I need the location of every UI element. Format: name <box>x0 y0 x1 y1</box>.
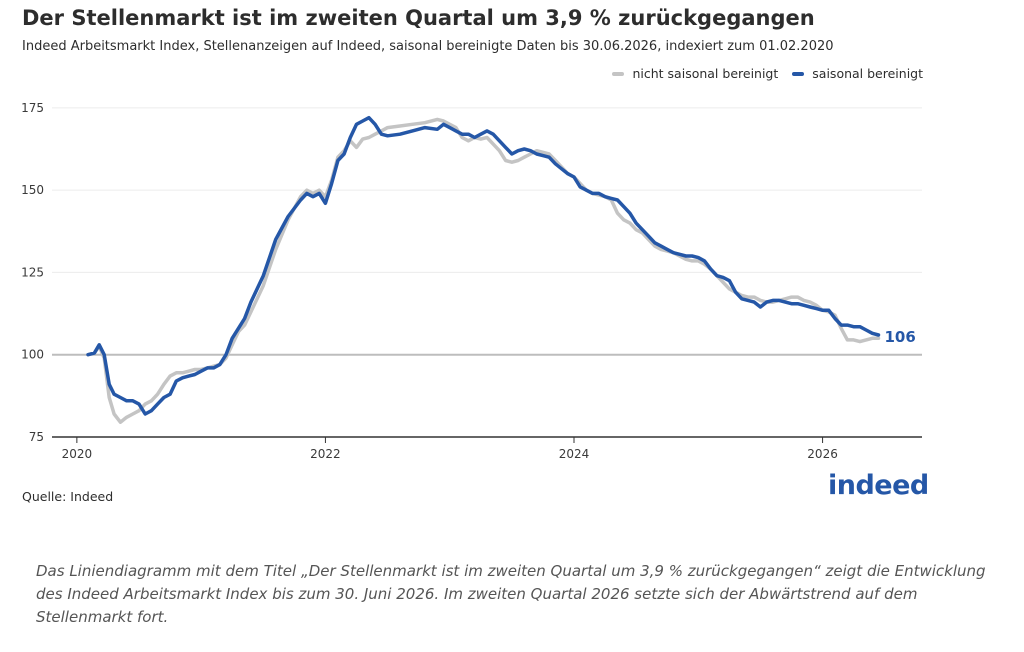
line-chart: 75 100 125 150 175 2020 2022 2024 2026 106 <box>21 101 922 461</box>
y-tick-label: 100 <box>21 348 44 362</box>
y-tick-label: 175 <box>21 101 44 115</box>
y-axis-ticks: 75 100 125 150 175 <box>21 101 44 444</box>
x-tick-label: 2022 <box>310 447 341 461</box>
chart-title: Der Stellenmarkt ist im zweiten Quartal … <box>22 6 815 30</box>
series-line-nsa <box>86 117 881 424</box>
legend-item-nsa: nicht saisonal bereinigt <box>612 66 778 81</box>
legend-item-sa: saisonal bereinigt <box>792 66 923 81</box>
series-line-sa <box>86 115 881 416</box>
y-tick-label: 125 <box>21 265 44 279</box>
logo-wordmark: indeed <box>828 470 929 501</box>
series-lines <box>86 115 881 424</box>
legend: nicht saisonal bereinigt saisonal berein… <box>598 66 923 81</box>
legend-swatch-sa <box>792 71 805 76</box>
x-tick-label: 2024 <box>559 447 590 461</box>
x-tick-label: 2026 <box>807 447 838 461</box>
end-value-label: 106 <box>885 328 916 346</box>
legend-label-sa: saisonal bereinigt <box>812 66 923 81</box>
source-note: Quelle: Indeed <box>22 489 114 504</box>
chart-caption: Das Liniendiagramm mit dem Titel „Der St… <box>36 562 986 626</box>
legend-swatch-nsa <box>612 71 625 76</box>
indeed-logo: indeed <box>820 470 930 506</box>
gridlines <box>52 107 922 356</box>
y-tick-label: 75 <box>29 430 44 444</box>
x-tick-label: 2020 <box>62 447 93 461</box>
chart-subtitle: Indeed Arbeitsmarkt Index, Stellenanzeig… <box>22 39 834 54</box>
x-axis-ticks: 2020 2022 2024 2026 <box>52 436 922 461</box>
legend-label-nsa: nicht saisonal bereinigt <box>632 66 779 81</box>
y-tick-label: 150 <box>21 183 44 197</box>
